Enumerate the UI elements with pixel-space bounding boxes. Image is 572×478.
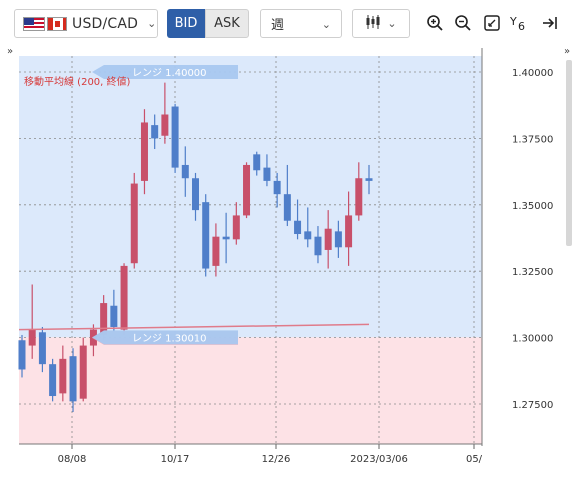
- x-tick-label: 05/: [466, 454, 483, 465]
- candle-up: [161, 114, 169, 136]
- period-label: 週: [271, 18, 285, 33]
- candle-down: [222, 236, 230, 240]
- svg-text:Y: Y: [510, 15, 517, 28]
- candle-up: [345, 215, 353, 248]
- y-tick-label: 1.40000: [512, 68, 553, 79]
- candle-down: [253, 154, 261, 171]
- upper-range-tag-shape: [92, 65, 238, 79]
- moving-average-line: [18, 323, 370, 331]
- x-tick-label: 2023/03/06: [350, 454, 408, 465]
- left-panel-strip: [0, 46, 19, 454]
- candle-up: [79, 345, 87, 399]
- x-tick-label: 08/08: [58, 454, 87, 465]
- candle-down: [273, 180, 281, 195]
- scroll-end-icon[interactable]: [538, 11, 562, 35]
- us-flag-icon: [23, 16, 45, 31]
- zoom-out-icon[interactable]: [451, 11, 475, 35]
- y-tick-label: 1.27500: [512, 400, 553, 411]
- candle-up: [140, 122, 148, 181]
- candle-down: [334, 231, 342, 248]
- currency-pair-select[interactable]: USD/CAD ⌄: [14, 9, 158, 38]
- chart-type-select[interactable]: ⌄: [352, 9, 410, 38]
- period-select[interactable]: 週 ⌄: [260, 9, 342, 38]
- candle-up: [130, 183, 138, 264]
- candle-up: [212, 236, 220, 266]
- y-tick-label: 1.35000: [512, 201, 553, 212]
- x-tick-label: 10/17: [161, 454, 190, 465]
- expand-right-panel-icon[interactable]: »: [564, 46, 571, 57]
- moving-average-legend: 移動平均線 (200, 終値): [24, 77, 131, 88]
- upper-range-zone: [19, 56, 482, 338]
- candle-up: [243, 164, 251, 216]
- candle-down: [171, 106, 179, 168]
- x-tick-label: 12/26: [262, 454, 291, 465]
- chevron-down-icon: ⌄: [321, 18, 331, 31]
- svg-text:6: 6: [518, 20, 525, 32]
- lower-range-tag-shape: [92, 330, 238, 345]
- candle-up: [120, 265, 128, 330]
- candle-down: [304, 231, 312, 240]
- candle-up: [59, 358, 67, 394]
- ask-button[interactable]: ASK: [205, 9, 249, 38]
- candle-down: [49, 364, 57, 397]
- price-chart[interactable]: 1.40000 1.37500 1.35000 1.32500 1.30000 1.275…: [0, 46, 566, 478]
- candle-down: [294, 220, 302, 235]
- candle-down: [192, 178, 199, 211]
- candle-down: [38, 332, 46, 365]
- candle-up: [324, 228, 332, 250]
- candle-up: [355, 178, 363, 216]
- lower-range-tag-label: レンジ 1.30010: [132, 333, 207, 344]
- candle-down: [151, 125, 159, 139]
- y-tick-label: 1.32500: [512, 267, 553, 278]
- candlestick-icon: [365, 14, 381, 34]
- y-tick-label: 1.30000: [512, 334, 553, 345]
- candle-down: [314, 236, 322, 256]
- candle-down: [202, 202, 210, 269]
- candle-down: [365, 178, 373, 181]
- lower-range-tag[interactable]: レンジ 1.30010: [92, 330, 238, 345]
- lower-range-zone: [19, 337, 482, 444]
- candle-up: [28, 329, 36, 346]
- flag-icons: [23, 16, 67, 31]
- candle-down: [69, 356, 77, 402]
- candle-down: [283, 194, 291, 221]
- fullscreen-icon[interactable]: [480, 11, 504, 35]
- candle-down: [181, 164, 189, 179]
- canada-flag-icon: [47, 16, 67, 31]
- expand-left-panel-icon[interactable]: »: [7, 46, 14, 57]
- candle-down: [18, 340, 26, 370]
- candle-down: [263, 167, 271, 181]
- bid-button[interactable]: BID: [167, 9, 205, 38]
- currency-pair-label: USD/CAD: [72, 15, 139, 32]
- side-panel-handle[interactable]: [566, 60, 572, 246]
- chevron-down-icon: ⌄: [387, 17, 397, 30]
- chevron-down-icon: ⌄: [147, 17, 157, 30]
- y-tick-label: 1.37500: [512, 134, 553, 145]
- zoom-in-icon[interactable]: [423, 11, 447, 35]
- upper-range-tag[interactable]: レンジ 1.40000: [92, 65, 238, 79]
- upper-range-tag-label: レンジ 1.40000: [132, 68, 207, 79]
- candle-down: [110, 305, 118, 327]
- candle-up: [100, 303, 108, 335]
- candle-up: [232, 215, 240, 240]
